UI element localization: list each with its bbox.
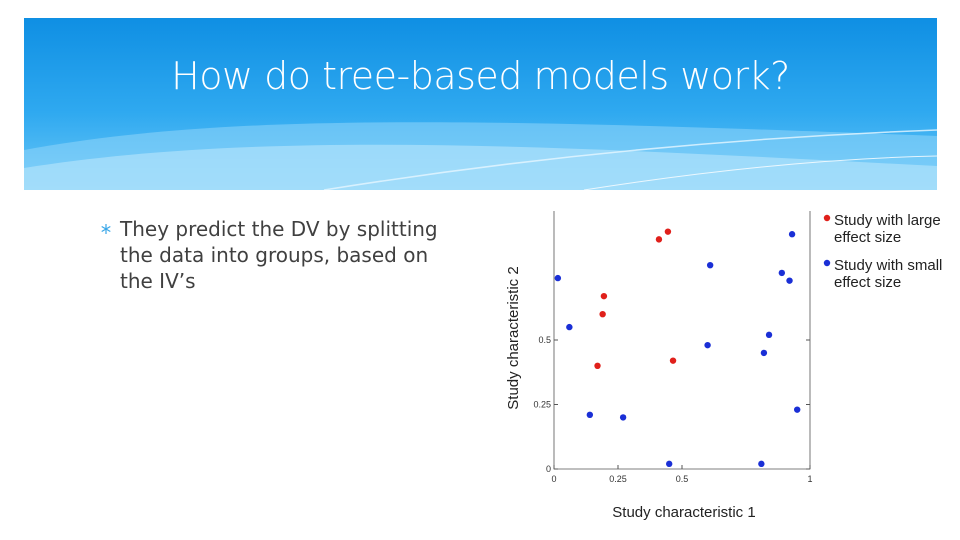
point — [778, 269, 786, 277]
x-axis-label: Study characteristic 1 — [612, 504, 755, 521]
plot-frame — [553, 211, 811, 470]
point — [669, 357, 677, 364]
header: How do tree-based models work? — [24, 18, 937, 190]
x-tick-label: 0.5 — [676, 474, 689, 484]
bullet-text: They predict the DV by splitting the dat… — [120, 217, 438, 293]
x-tick-label: 0 — [551, 474, 556, 484]
point — [664, 228, 672, 235]
point — [758, 460, 765, 468]
point — [619, 414, 627, 421]
point — [760, 349, 768, 357]
header-waves — [24, 122, 937, 190]
y-tick-label: 0 — [546, 464, 551, 474]
bullet: They predict the DV by splitting the dat… — [100, 216, 450, 294]
y-tick-label: 0.5 — [538, 335, 551, 345]
point — [586, 411, 594, 419]
point — [600, 292, 608, 300]
point — [566, 323, 573, 331]
legend-label: Study with small effect size — [834, 257, 943, 291]
point — [599, 311, 606, 318]
point — [706, 261, 714, 269]
x-tick-label: 1 — [807, 474, 812, 484]
point — [554, 274, 562, 282]
slide-title: How do tree-based models work? — [171, 54, 790, 98]
legend-label: Study with large effect size — [834, 212, 941, 246]
x-tick-label: 0.25 — [609, 474, 627, 484]
legend-marker — [823, 214, 831, 222]
point — [786, 277, 793, 284]
point — [765, 331, 773, 339]
point — [655, 236, 663, 243]
point — [794, 406, 801, 413]
point — [788, 231, 796, 238]
bullet-marker — [101, 224, 111, 234]
point — [594, 362, 601, 369]
y-tick-label: 0.25 — [533, 400, 551, 410]
point — [666, 460, 673, 468]
y-axis-label: Study characteristic 2 — [505, 266, 522, 409]
legend-marker — [823, 259, 831, 267]
point — [704, 341, 711, 349]
